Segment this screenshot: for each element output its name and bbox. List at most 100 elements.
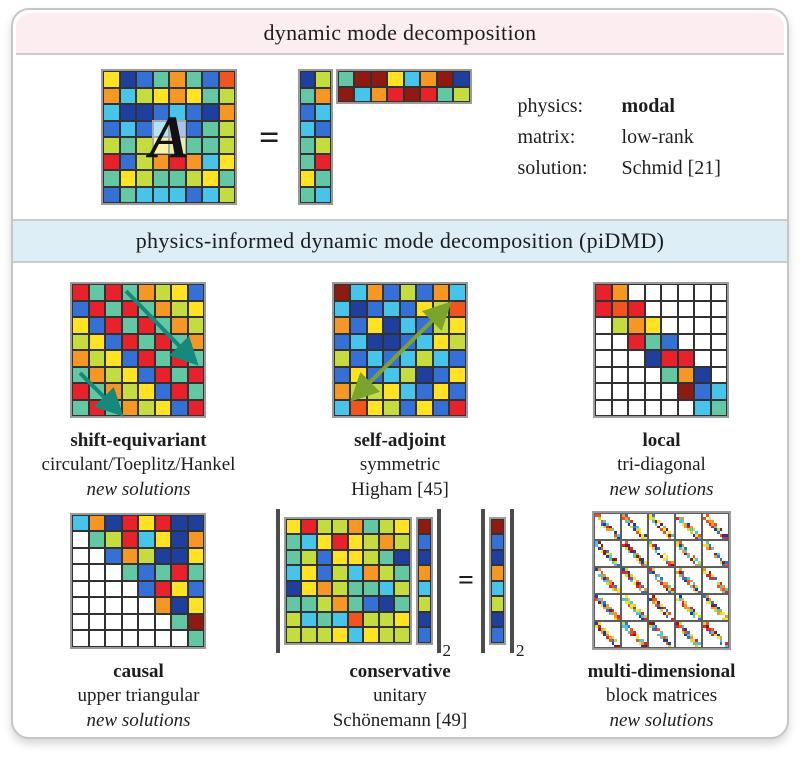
block-cell <box>647 621 675 649</box>
matrix-cell <box>350 317 367 334</box>
matrix-cell <box>152 71 169 88</box>
matrix-cell <box>154 630 172 647</box>
block-cell <box>647 567 675 595</box>
matrix-cell <box>202 137 219 154</box>
matrix-cell <box>103 153 120 170</box>
matrix-cell <box>299 104 316 121</box>
matrix-cell <box>88 580 106 598</box>
matrix-cell <box>88 564 106 581</box>
matrix-cell <box>138 514 155 532</box>
matrix-cell <box>202 186 219 203</box>
matrix-cell <box>366 366 384 383</box>
matrix-cell <box>490 565 504 581</box>
matrix-cell <box>628 333 645 350</box>
local-matrix-area <box>593 275 730 425</box>
matrix-cell <box>138 613 155 631</box>
matrix-cell <box>187 284 205 301</box>
matrix-cell <box>449 333 466 350</box>
matrix-cell <box>187 399 205 416</box>
tridiagonal-matrix <box>593 282 730 418</box>
panel-self-adjoint: self-adjoint symmetric Higham [45] <box>256 275 544 502</box>
block-cell <box>620 540 648 568</box>
matrix-cell <box>72 547 89 565</box>
matrix-cell <box>187 333 205 350</box>
block-cell <box>620 567 648 595</box>
info-value: Schmid [21] <box>621 156 721 179</box>
matrix-cell <box>187 366 205 383</box>
self-adjoint-matrix <box>331 282 468 418</box>
matrix-cell <box>449 317 466 334</box>
matrix-cell <box>187 613 205 631</box>
matrix-cell <box>436 71 454 87</box>
matrix-cell <box>152 137 169 154</box>
matrix-cell <box>301 518 317 535</box>
matrix-cell <box>694 350 711 367</box>
matrix-cell <box>72 613 89 631</box>
matrix-cell <box>88 613 106 631</box>
matrix-cell <box>378 580 394 597</box>
matrix-cell <box>154 366 172 383</box>
matrix-cell <box>337 71 355 87</box>
matrix-cell <box>121 350 139 367</box>
block-cell <box>701 540 729 568</box>
matrix-cell <box>105 613 122 631</box>
matrix-cell <box>154 333 172 350</box>
matrix-cell <box>301 627 317 643</box>
block-cell <box>674 540 702 568</box>
matrix-cell <box>490 627 504 643</box>
matrix-cell <box>628 366 645 383</box>
matrix-cell <box>399 300 417 317</box>
matrix-cell <box>138 300 155 317</box>
matrix-cell <box>285 518 301 535</box>
matrix-cell <box>105 300 122 317</box>
matrix-cell <box>315 153 331 170</box>
matrix-cell <box>105 317 122 334</box>
matrix-cell <box>611 284 629 301</box>
matrix-cell <box>661 333 678 350</box>
matrix-cell <box>399 350 417 367</box>
matrix-cell <box>366 333 384 350</box>
matrix-cell <box>285 611 301 628</box>
matrix-cell <box>88 630 106 647</box>
block-cell <box>674 621 702 649</box>
matrix-cell <box>644 366 662 383</box>
panel-title: shift-equivariant <box>70 430 207 451</box>
matrix-cell <box>285 565 301 581</box>
norm-bars-icon <box>509 508 514 653</box>
matrix-cell <box>154 317 172 334</box>
matrix-cell <box>169 186 186 203</box>
matrix-cell <box>72 333 89 350</box>
matrix-cell <box>363 580 379 597</box>
matrix-cell <box>595 300 612 317</box>
matrix-cell <box>171 613 188 631</box>
matrix-cell <box>432 300 450 317</box>
matrix-cell <box>432 333 450 350</box>
matrix-cell <box>72 366 89 383</box>
matrix-cell <box>366 350 384 367</box>
matrix-cell <box>121 399 139 416</box>
matrix-cell <box>202 170 219 187</box>
matrix-cell <box>449 284 466 301</box>
block-cell <box>593 567 621 595</box>
block-cell <box>593 540 621 568</box>
matrix-cell <box>449 383 466 400</box>
matrix-cell <box>394 534 410 550</box>
matrix-cell <box>677 300 695 317</box>
panel-subtitle: tri-diagonal <box>617 454 706 476</box>
matrix-cell <box>403 71 421 87</box>
matrix-cell <box>202 87 219 104</box>
dmd-header-title: dynamic mode decomposition <box>263 20 537 45</box>
block-cell <box>620 513 648 541</box>
matrix-cell <box>432 366 450 383</box>
matrix-cell <box>383 399 400 416</box>
matrix-cell <box>677 383 695 400</box>
matrix-cell <box>169 104 186 121</box>
matrix-cell <box>710 284 728 301</box>
matrix-cell <box>169 137 186 154</box>
matrix-cell <box>185 104 202 121</box>
matrix-cell <box>119 137 136 154</box>
matrix-cell <box>105 399 122 416</box>
matrix-cell <box>420 71 437 87</box>
matrix-cell <box>187 531 205 548</box>
pidmd-panel-grid: shift-equivariant circulant/Toeplitz/Han… <box>13 263 787 737</box>
